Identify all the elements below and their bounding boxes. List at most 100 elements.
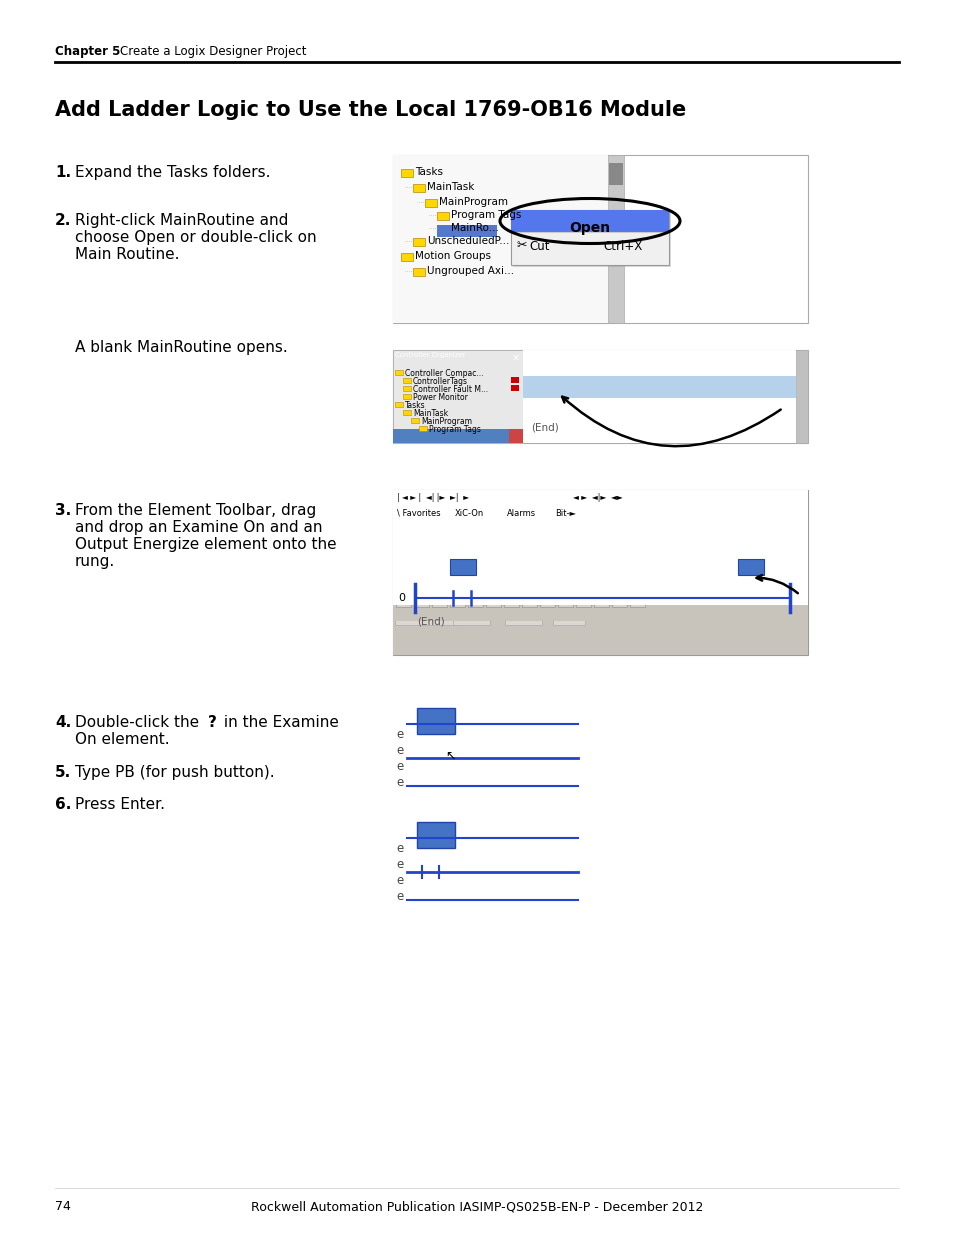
Bar (393, 604, 807, 621)
Text: Chapter 5: Chapter 5 (55, 44, 120, 58)
Text: | ◄ ► |  ◄| |►  ►|  ►: | ◄ ► | ◄| |► ►| ► (396, 493, 469, 501)
Text: Add Ladder Logic to Use the Local 1769-OB16 Module: Add Ladder Logic to Use the Local 1769-O… (55, 100, 685, 120)
Bar (453, 613, 490, 625)
Text: Tasks: Tasks (415, 167, 442, 177)
Text: MainRo...: MainRo... (451, 224, 498, 233)
Bar (485, 594, 500, 606)
Bar (395, 370, 402, 375)
Bar (436, 225, 449, 233)
Text: Controller Organizer: Controller Organizer (395, 352, 465, 358)
Text: XiC-On: XiC-On (455, 509, 484, 517)
Bar (522, 350, 795, 443)
Bar (402, 378, 411, 383)
Bar (436, 225, 497, 237)
Bar (511, 377, 518, 383)
Text: and drop an Examine On and an: and drop an Examine On and an (75, 520, 322, 535)
Text: Output Energize element onto the: Output Energize element onto the (75, 537, 336, 552)
Text: Open: Open (569, 221, 610, 235)
Text: in the Examine: in the Examine (219, 715, 338, 730)
Bar (393, 490, 807, 655)
Text: 1.: 1. (55, 165, 71, 180)
Bar (509, 429, 522, 443)
Text: From the Element Toolbar, drag: From the Element Toolbar, drag (75, 503, 315, 517)
Text: On element.: On element. (75, 732, 170, 747)
Bar (393, 490, 807, 605)
Bar (418, 426, 427, 431)
Text: MainTask: MainTask (413, 409, 448, 417)
Bar (612, 594, 626, 606)
Text: e: e (395, 743, 403, 757)
Bar (503, 594, 518, 606)
Text: Cut: Cut (529, 240, 549, 253)
Text: Power Monitor: Power Monitor (413, 393, 467, 403)
Bar (608, 163, 622, 185)
Bar (576, 594, 590, 606)
Bar (393, 621, 807, 638)
Bar (594, 594, 608, 606)
Bar (450, 594, 464, 606)
Text: Program Tags: Program Tags (451, 210, 521, 220)
Text: 4.: 4. (55, 715, 71, 730)
Bar (411, 417, 418, 424)
Text: Alarms: Alarms (506, 509, 536, 517)
Bar (511, 210, 668, 266)
Bar (539, 594, 555, 606)
Bar (558, 594, 573, 606)
Text: rung.: rung. (75, 555, 115, 569)
Text: Motion Groups: Motion Groups (415, 251, 491, 261)
Text: Main Routine.: Main Routine. (75, 247, 179, 262)
Bar (395, 613, 457, 625)
Text: Program Tags: Program Tags (429, 425, 480, 433)
Text: 2.: 2. (55, 212, 71, 228)
Text: 3.: 3. (55, 503, 71, 517)
Text: e: e (395, 760, 403, 773)
Bar (413, 268, 424, 275)
Text: ↖: ↖ (444, 750, 455, 763)
Text: Controller Fault M...: Controller Fault M... (413, 385, 488, 394)
Bar (450, 559, 476, 576)
Bar (795, 350, 807, 443)
Bar (416, 823, 455, 848)
Text: \ Favorites: \ Favorites (396, 509, 440, 517)
Text: Type PB (for push button).: Type PB (for push button). (75, 764, 274, 781)
Text: e: e (395, 776, 403, 789)
Bar (393, 156, 807, 324)
Text: MainProgram: MainProgram (420, 417, 472, 426)
Text: ?: ? (747, 582, 754, 592)
Bar (511, 385, 518, 391)
Text: Tasks: Tasks (405, 401, 425, 410)
Bar (402, 387, 411, 391)
Text: Right-click MainRoutine and: Right-click MainRoutine and (75, 212, 288, 228)
Text: e: e (395, 842, 403, 855)
Bar (393, 156, 607, 324)
Text: 5.: 5. (55, 764, 71, 781)
Bar (413, 238, 424, 246)
Text: UnscheduledP...: UnscheduledP... (427, 236, 509, 246)
Text: Create a Logix Designer Project: Create a Logix Designer Project (120, 44, 306, 58)
Text: e: e (395, 890, 403, 903)
Text: ◄ ►  ◄|►  ◄►: ◄ ► ◄|► ◄► (573, 493, 622, 501)
Bar (402, 410, 411, 415)
Text: A blank MainRoutine opens.: A blank MainRoutine opens. (75, 340, 288, 354)
Text: 74: 74 (55, 1200, 71, 1213)
Text: ?: ? (208, 715, 216, 730)
Text: e: e (395, 874, 403, 887)
Text: choose Open or double-click on: choose Open or double-click on (75, 230, 316, 245)
Text: ✂: ✂ (516, 240, 526, 252)
Bar (393, 350, 807, 443)
Bar (436, 212, 449, 220)
Bar (414, 594, 429, 606)
Bar (607, 156, 623, 324)
Text: e: e (395, 858, 403, 871)
Bar (468, 594, 482, 606)
Bar (395, 594, 411, 606)
Bar (393, 706, 582, 806)
Bar (393, 429, 522, 443)
Text: (End): (End) (531, 422, 558, 432)
Text: Bit-►: Bit-► (555, 509, 576, 517)
Bar (521, 594, 537, 606)
Text: e: e (395, 727, 403, 741)
Bar (416, 708, 455, 734)
Bar (395, 403, 402, 408)
Bar (393, 350, 522, 443)
